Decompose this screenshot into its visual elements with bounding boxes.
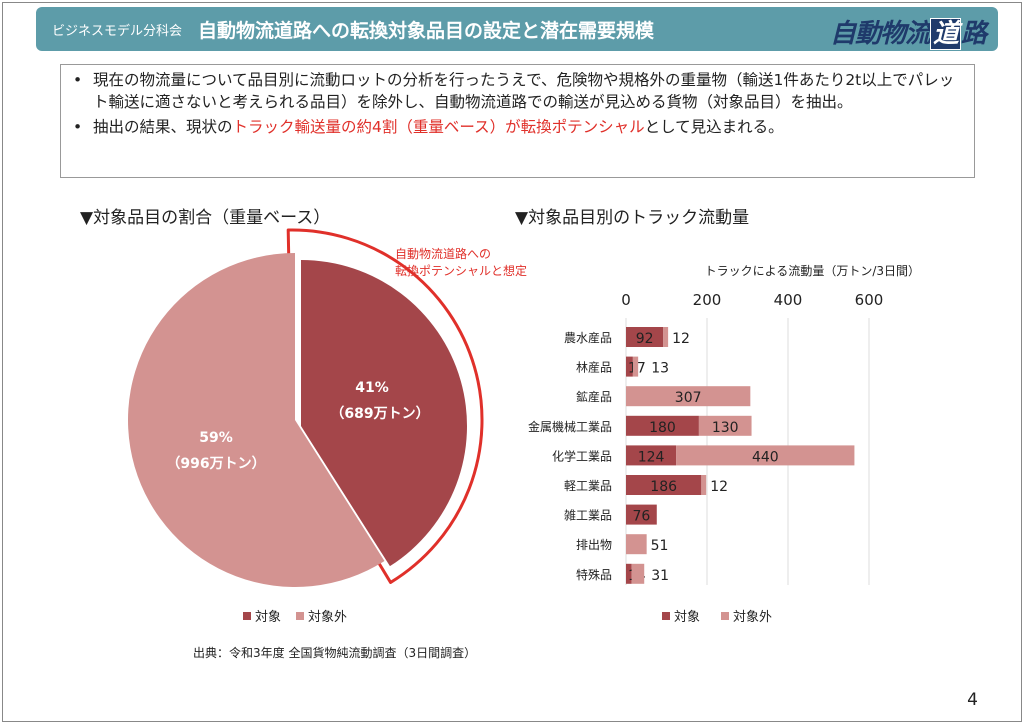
bar-value-nontarget: 12	[710, 479, 728, 495]
bullet-highlight: トラック輸送量の約4割（重量ベース）が転換ポテンシャル	[232, 118, 645, 136]
pie-label-target-pct: 41%	[355, 380, 389, 396]
bar-target	[626, 475, 702, 495]
pie-title: ▼対象品目の割合（重量ベース）	[80, 208, 331, 228]
bar-title: ▼対象品目別のトラック流動量	[515, 208, 750, 228]
logo-part: 道	[929, 18, 961, 50]
bar-value-nontarget: 12	[672, 331, 690, 347]
header-banner: ビジネスモデル分科会 自動物流道路への転換対象品目の設定と潜在需要規模 自動物流…	[36, 7, 998, 51]
bar-value-target: 92	[636, 331, 654, 347]
category-label: 農水産品	[564, 330, 612, 345]
bar-value-nontarget: 31	[651, 568, 669, 584]
category-label: 鉱産品	[576, 389, 612, 404]
bar-nontarget	[626, 534, 647, 555]
summary-box: • 現在の物流量について品目別に流動ロットの分析を行ったうえで、危険物や規格外の重…	[60, 64, 975, 178]
bullet-item: • 抽出の結果、現状のトラック輸送量の約4割（重量ベース）が転換ポテンシャルとして…	[73, 118, 784, 136]
bar-target	[626, 356, 633, 377]
pie-label-nontarget-value: （996万トン）	[166, 456, 265, 472]
bullet-text: として見込まれる。	[644, 118, 784, 136]
bar-nontarget	[676, 445, 855, 466]
bar-value-nontarget: 440	[752, 449, 779, 465]
bar-target	[626, 415, 699, 436]
bar-target	[626, 563, 632, 584]
header-subtitle: ビジネスモデル分科会	[52, 23, 183, 39]
bar-axis-label: トラックによる流動量（万トン/3日間）	[705, 264, 920, 278]
bullet-item: • 現在の物流量について品目別に流動ロットの分析を行ったうえで、危険物や規格外の重…	[73, 69, 964, 113]
bar-value-target: 180	[649, 420, 676, 436]
logo: 自動物流道路	[829, 13, 987, 50]
bar-nontarget	[663, 327, 669, 347]
bar-value-nontarget: 13	[651, 361, 669, 377]
category-label: 排出物	[576, 538, 612, 552]
legend-swatch-target	[662, 612, 670, 620]
category-label: 雑工業品	[564, 508, 612, 523]
bar-value-target: 186	[650, 479, 677, 495]
category-label: 林産品	[576, 360, 612, 375]
category-label: 軽工業品	[564, 479, 612, 493]
legend-swatch-nontarget	[721, 612, 729, 620]
bar-value-target: 76	[632, 509, 650, 525]
logo-part: 自動物流	[829, 19, 931, 49]
pie-slice-target	[301, 260, 468, 567]
header-title: 自動物流道路への転換対象品目の設定と潜在需要規模	[198, 19, 655, 42]
pie-slice-nontarget	[127, 253, 385, 587]
x-tick-label: 200	[693, 291, 722, 309]
bar-target	[626, 327, 664, 347]
legend-label-target: 対象	[255, 610, 281, 625]
bar-nontarget	[701, 475, 707, 495]
legend-swatch-nontarget	[296, 612, 304, 620]
bar-nontarget	[632, 356, 639, 377]
bar-target	[626, 445, 677, 466]
bar-nontarget	[626, 386, 751, 407]
category-label: 化学工業品	[552, 448, 612, 463]
pie-label-nontarget-pct: 59%	[199, 430, 233, 446]
page-number: 4	[967, 690, 978, 710]
pie-annotation: 自動物流道路への	[395, 246, 491, 261]
legend-swatch-target	[243, 612, 251, 620]
x-tick-label: 400	[774, 291, 803, 309]
bar-target	[626, 504, 657, 525]
bar-value-nontarget: 51	[651, 538, 669, 554]
bar-value-nontarget: 307	[675, 390, 702, 406]
legend-label-nontarget: 対象外	[308, 610, 347, 625]
logo-part: 路	[960, 19, 987, 49]
legend-label-target: 対象	[674, 610, 700, 625]
source-note: 出典：令和3年度 全国貨物純流動調査（3日間調査）	[193, 645, 476, 660]
pie-annotation: 転換ポテンシャルと想定	[395, 263, 527, 278]
x-tick-label: 0	[621, 291, 631, 309]
bar-nontarget	[631, 563, 645, 584]
category-label: 特殊品	[576, 567, 612, 582]
x-tick-label: 600	[855, 291, 884, 309]
pie-label-target-value: （689万トン）	[330, 406, 429, 422]
category-label: 金属機械工業品	[528, 419, 612, 434]
bar-value-nontarget: 130	[712, 420, 739, 436]
bar-nontarget	[698, 415, 752, 436]
bullet-text: 現在の物流量について品目別に流動ロットの分析を行ったうえで、危険物や規格外の重量…	[93, 71, 955, 111]
bullet-text: 抽出の結果、現状の	[93, 118, 233, 136]
legend-label-nontarget: 対象外	[733, 610, 772, 625]
bar-value-target: 124	[638, 449, 665, 465]
